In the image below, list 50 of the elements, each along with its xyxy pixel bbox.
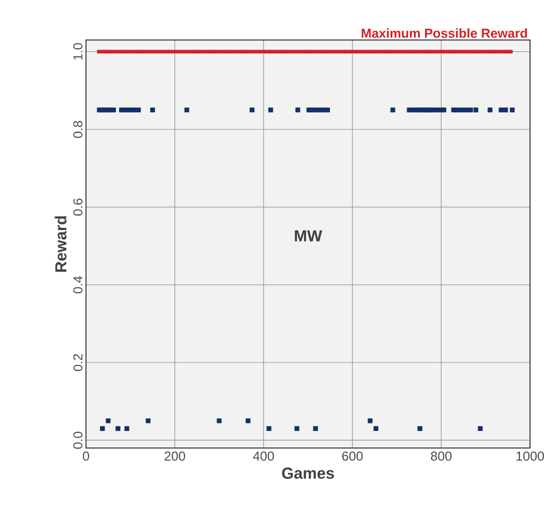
- y-axis-title: Reward: [54, 216, 66, 272]
- x-tick-label: 400: [253, 452, 274, 461]
- point: [268, 108, 274, 112]
- point: [374, 426, 378, 431]
- point: [184, 108, 190, 112]
- point: [216, 418, 222, 424]
- point: [473, 108, 478, 112]
- point: [418, 426, 422, 431]
- point: [468, 108, 473, 112]
- point: [478, 426, 483, 431]
- point: [498, 108, 504, 112]
- point: [459, 108, 464, 112]
- point: [295, 108, 300, 112]
- y-tick-label: 0.8: [73, 120, 82, 138]
- y-tick-label: 1.0: [73, 43, 82, 60]
- point: [132, 108, 136, 112]
- point: [106, 418, 111, 424]
- point: [111, 108, 116, 112]
- y-tick-label: 0.0: [73, 432, 82, 449]
- point: [124, 426, 130, 431]
- y-tick-label: 0.2: [73, 354, 82, 372]
- point: [510, 108, 515, 112]
- x-axis-title: Games: [282, 468, 334, 479]
- point: [146, 418, 151, 424]
- point: [116, 426, 120, 431]
- x-tick-label: 800: [430, 452, 452, 461]
- y-tick-label: 0.4: [73, 276, 82, 294]
- point: [390, 108, 396, 112]
- point: [325, 108, 330, 112]
- point: [503, 108, 508, 112]
- point: [454, 108, 460, 112]
- point: [313, 426, 318, 431]
- point: [464, 108, 468, 112]
- annotation: MW: [294, 230, 322, 242]
- point: [441, 108, 446, 112]
- point: [294, 426, 300, 431]
- series-label: Maximum Possible Reward: [362, 28, 527, 38]
- point: [136, 108, 141, 112]
- y-tick-label: 0.6: [73, 198, 82, 216]
- point: [266, 426, 272, 431]
- x-tick-label: 0: [82, 452, 90, 461]
- x-tick-label: 200: [164, 452, 186, 461]
- point: [250, 108, 254, 112]
- x-tick-label: 600: [342, 452, 363, 461]
- point: [368, 418, 373, 424]
- point: [488, 108, 492, 112]
- point: [246, 418, 250, 424]
- x-tick-label: 1000: [516, 452, 544, 461]
- point: [150, 108, 155, 112]
- point: [100, 426, 105, 431]
